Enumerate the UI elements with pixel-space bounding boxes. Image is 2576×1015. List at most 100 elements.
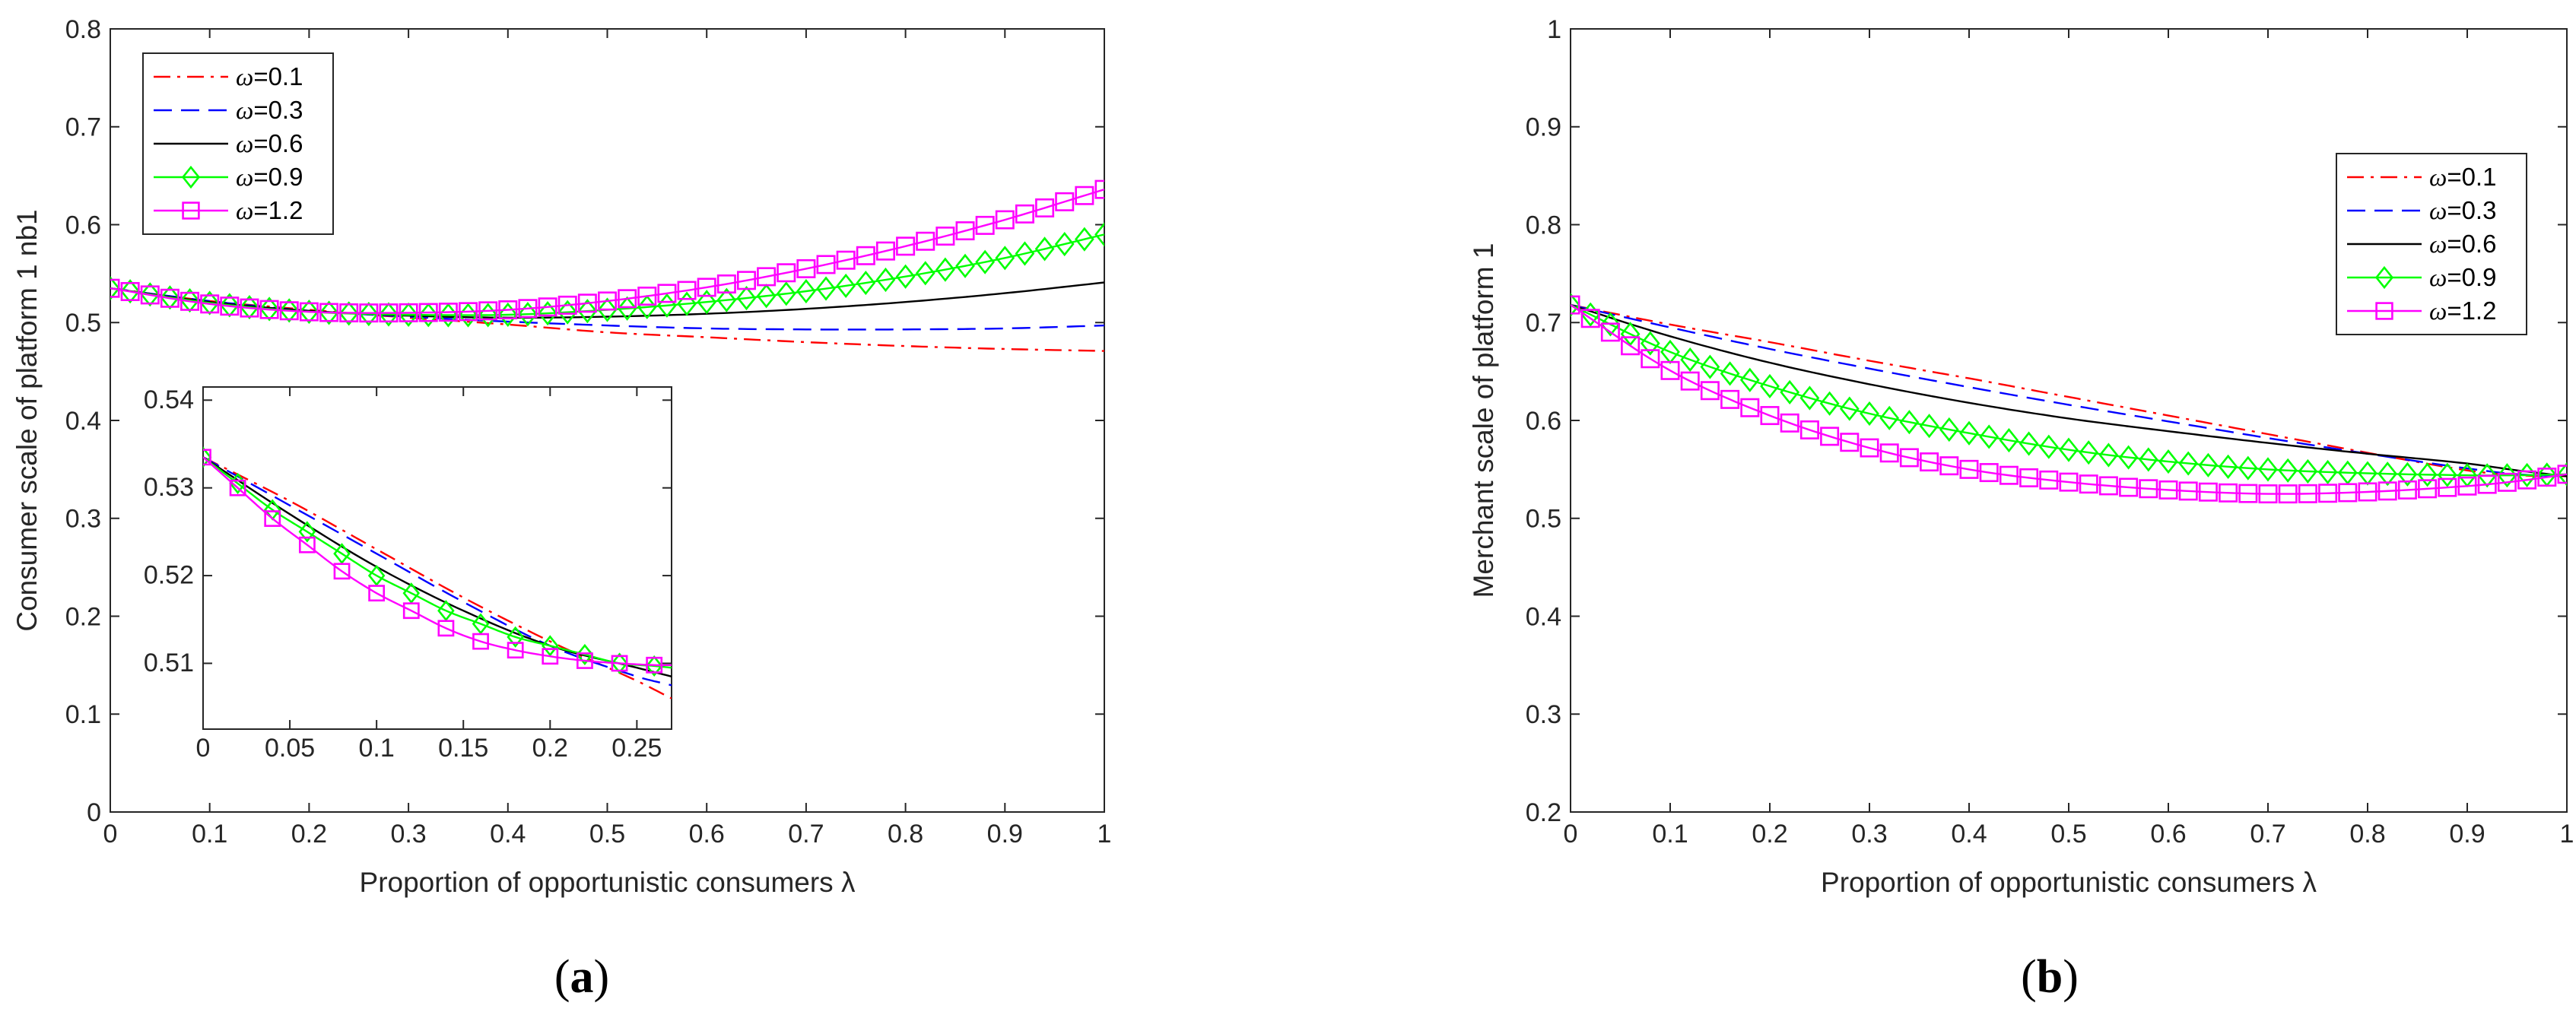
chart-b-ytick-label: 0.4 <box>1526 602 1561 631</box>
panel-label-close: ) <box>594 951 610 1003</box>
chart-a-data-point <box>816 255 836 274</box>
inset-data-point <box>437 600 455 622</box>
chart-a-ytick-label: 0.8 <box>65 15 101 44</box>
y-axis-label: Merchant scale of platform 1 <box>1468 243 1499 598</box>
inset-data-point <box>507 642 524 659</box>
chart-a-data-point <box>796 259 816 278</box>
chart-b-xtick-label: 0.9 <box>2449 820 2485 848</box>
chart-a-data-point <box>180 291 200 311</box>
inset-xtick-label: 0.2 <box>532 734 568 763</box>
legend-entry: ω=0.3 <box>154 96 303 125</box>
legend-entry: ω=0.1 <box>2347 163 2496 192</box>
chart-b-data-point <box>2298 484 2317 503</box>
inset-data-point <box>542 648 559 665</box>
chart-a-data-point <box>1034 236 1055 262</box>
chart-a-data-point <box>220 297 240 316</box>
chart-b-data-point <box>2178 451 2199 476</box>
chart-b-data-point <box>2557 462 2567 487</box>
chart-a-data-point <box>856 246 875 265</box>
legend-value: =0.6 <box>253 129 303 157</box>
chart-a-data-point <box>538 300 557 326</box>
chart-b-data-point <box>1860 401 1879 427</box>
legend-marker <box>2375 302 2393 320</box>
legend-label: ω=0.9 <box>236 163 303 192</box>
chart-b-data-point <box>2437 462 2457 487</box>
chart-b-data-point <box>2079 474 2098 494</box>
chart-b-series-line <box>1571 303 2567 477</box>
chart-b-data-point <box>2158 449 2178 474</box>
chart-a-data-point <box>916 231 935 251</box>
chart-b-data-point <box>2278 458 2298 483</box>
chart-a-data-point <box>160 285 180 310</box>
chart-a-data-point <box>757 267 777 287</box>
legend-entry: ω=0.6 <box>2347 230 2496 259</box>
chart-b-data-point <box>2178 481 2198 501</box>
chart-a-data-point <box>279 301 299 321</box>
chart-b-data-point <box>2038 434 2059 459</box>
chart-a-data-point <box>538 297 557 317</box>
chart-b-ytick-label: 0.8 <box>1526 211 1561 239</box>
chart-a-data-point <box>478 301 498 321</box>
y-axis-label: Consumer scale of platform 1 nb1 <box>11 209 43 631</box>
chart-a-data-point <box>399 302 418 328</box>
inset-data-point <box>298 521 316 543</box>
legend-label: ω=0.3 <box>2429 196 2496 225</box>
chart-a-data-point <box>299 300 319 325</box>
chart-b-data-point <box>1979 463 1999 483</box>
legend-symbol: ω <box>236 97 253 125</box>
chart-b-data-point <box>1720 361 1740 386</box>
chart-a-xtick-label: 0.6 <box>689 820 725 848</box>
chart-a-data-point <box>557 295 577 315</box>
chart-b-data-point <box>1720 389 1740 409</box>
chart-b-data-point <box>1899 410 1920 435</box>
chart-b-data-point <box>1879 443 1899 463</box>
inset-xtick-label: 0.25 <box>611 734 662 763</box>
chart-b-data-point <box>2318 484 2338 503</box>
inset-series-line <box>203 456 672 667</box>
inset-data-point <box>646 656 663 674</box>
chart-a-data-point <box>716 274 736 293</box>
chart-b-series-line <box>1571 303 2567 477</box>
chart-a-data-point <box>955 253 975 278</box>
chart-a-series-4 <box>110 179 1104 323</box>
chart-b-ytick-label: 0.6 <box>1526 407 1561 436</box>
inset-data-point <box>542 635 559 657</box>
legend-symbol: ω <box>236 64 253 91</box>
chart-a-ytick-label: 0.3 <box>65 505 101 534</box>
chart-a-data-point <box>200 294 220 314</box>
chart-b-data-point <box>1799 420 1819 439</box>
chart-b-data-point <box>2438 477 2457 497</box>
chart-b-data-point <box>2059 437 2079 462</box>
inset-xtick-label: 0.1 <box>359 734 395 763</box>
chart-b-data-point <box>2119 477 2139 497</box>
chart-a-data-point <box>736 285 757 311</box>
chart-a-data-point <box>796 278 816 304</box>
chart-a-ytick-label: 0.7 <box>65 113 101 142</box>
chart-b-data-point <box>2098 442 2119 468</box>
chart-a-data-point <box>1015 241 1035 266</box>
chart-a-data-point <box>199 290 220 316</box>
chart-b-data-point <box>1939 417 1959 442</box>
inset-data-point <box>298 536 316 553</box>
legend-marker <box>182 201 200 220</box>
inset-ytick-label: 0.52 <box>144 561 194 590</box>
chart-a-data-point <box>756 284 777 309</box>
chart-a-ytick-label: 0 <box>87 798 101 827</box>
legend-label: ω=1.2 <box>2429 297 2496 325</box>
chart-b-data-point <box>2118 445 2139 470</box>
chart-b-data-point <box>2497 463 2517 488</box>
legend-symbol: ω <box>2429 265 2447 292</box>
chart-b-data-point <box>2418 479 2438 499</box>
chart-b-data-point <box>1879 405 1900 430</box>
chart-a-data-point <box>1094 179 1104 199</box>
legend-value: =0.3 <box>2447 196 2496 224</box>
legend-marker <box>181 165 201 189</box>
chart-a-data-point <box>498 300 518 320</box>
inset-series-line <box>203 456 672 677</box>
chart-a-data-point <box>557 300 578 325</box>
chart-b-ytick-label: 0.5 <box>1526 505 1561 534</box>
chart-b-data-point <box>1700 381 1720 401</box>
chart-b-xtick-label: 0.6 <box>2150 820 2186 848</box>
chart-b-data-point <box>1819 391 1840 416</box>
